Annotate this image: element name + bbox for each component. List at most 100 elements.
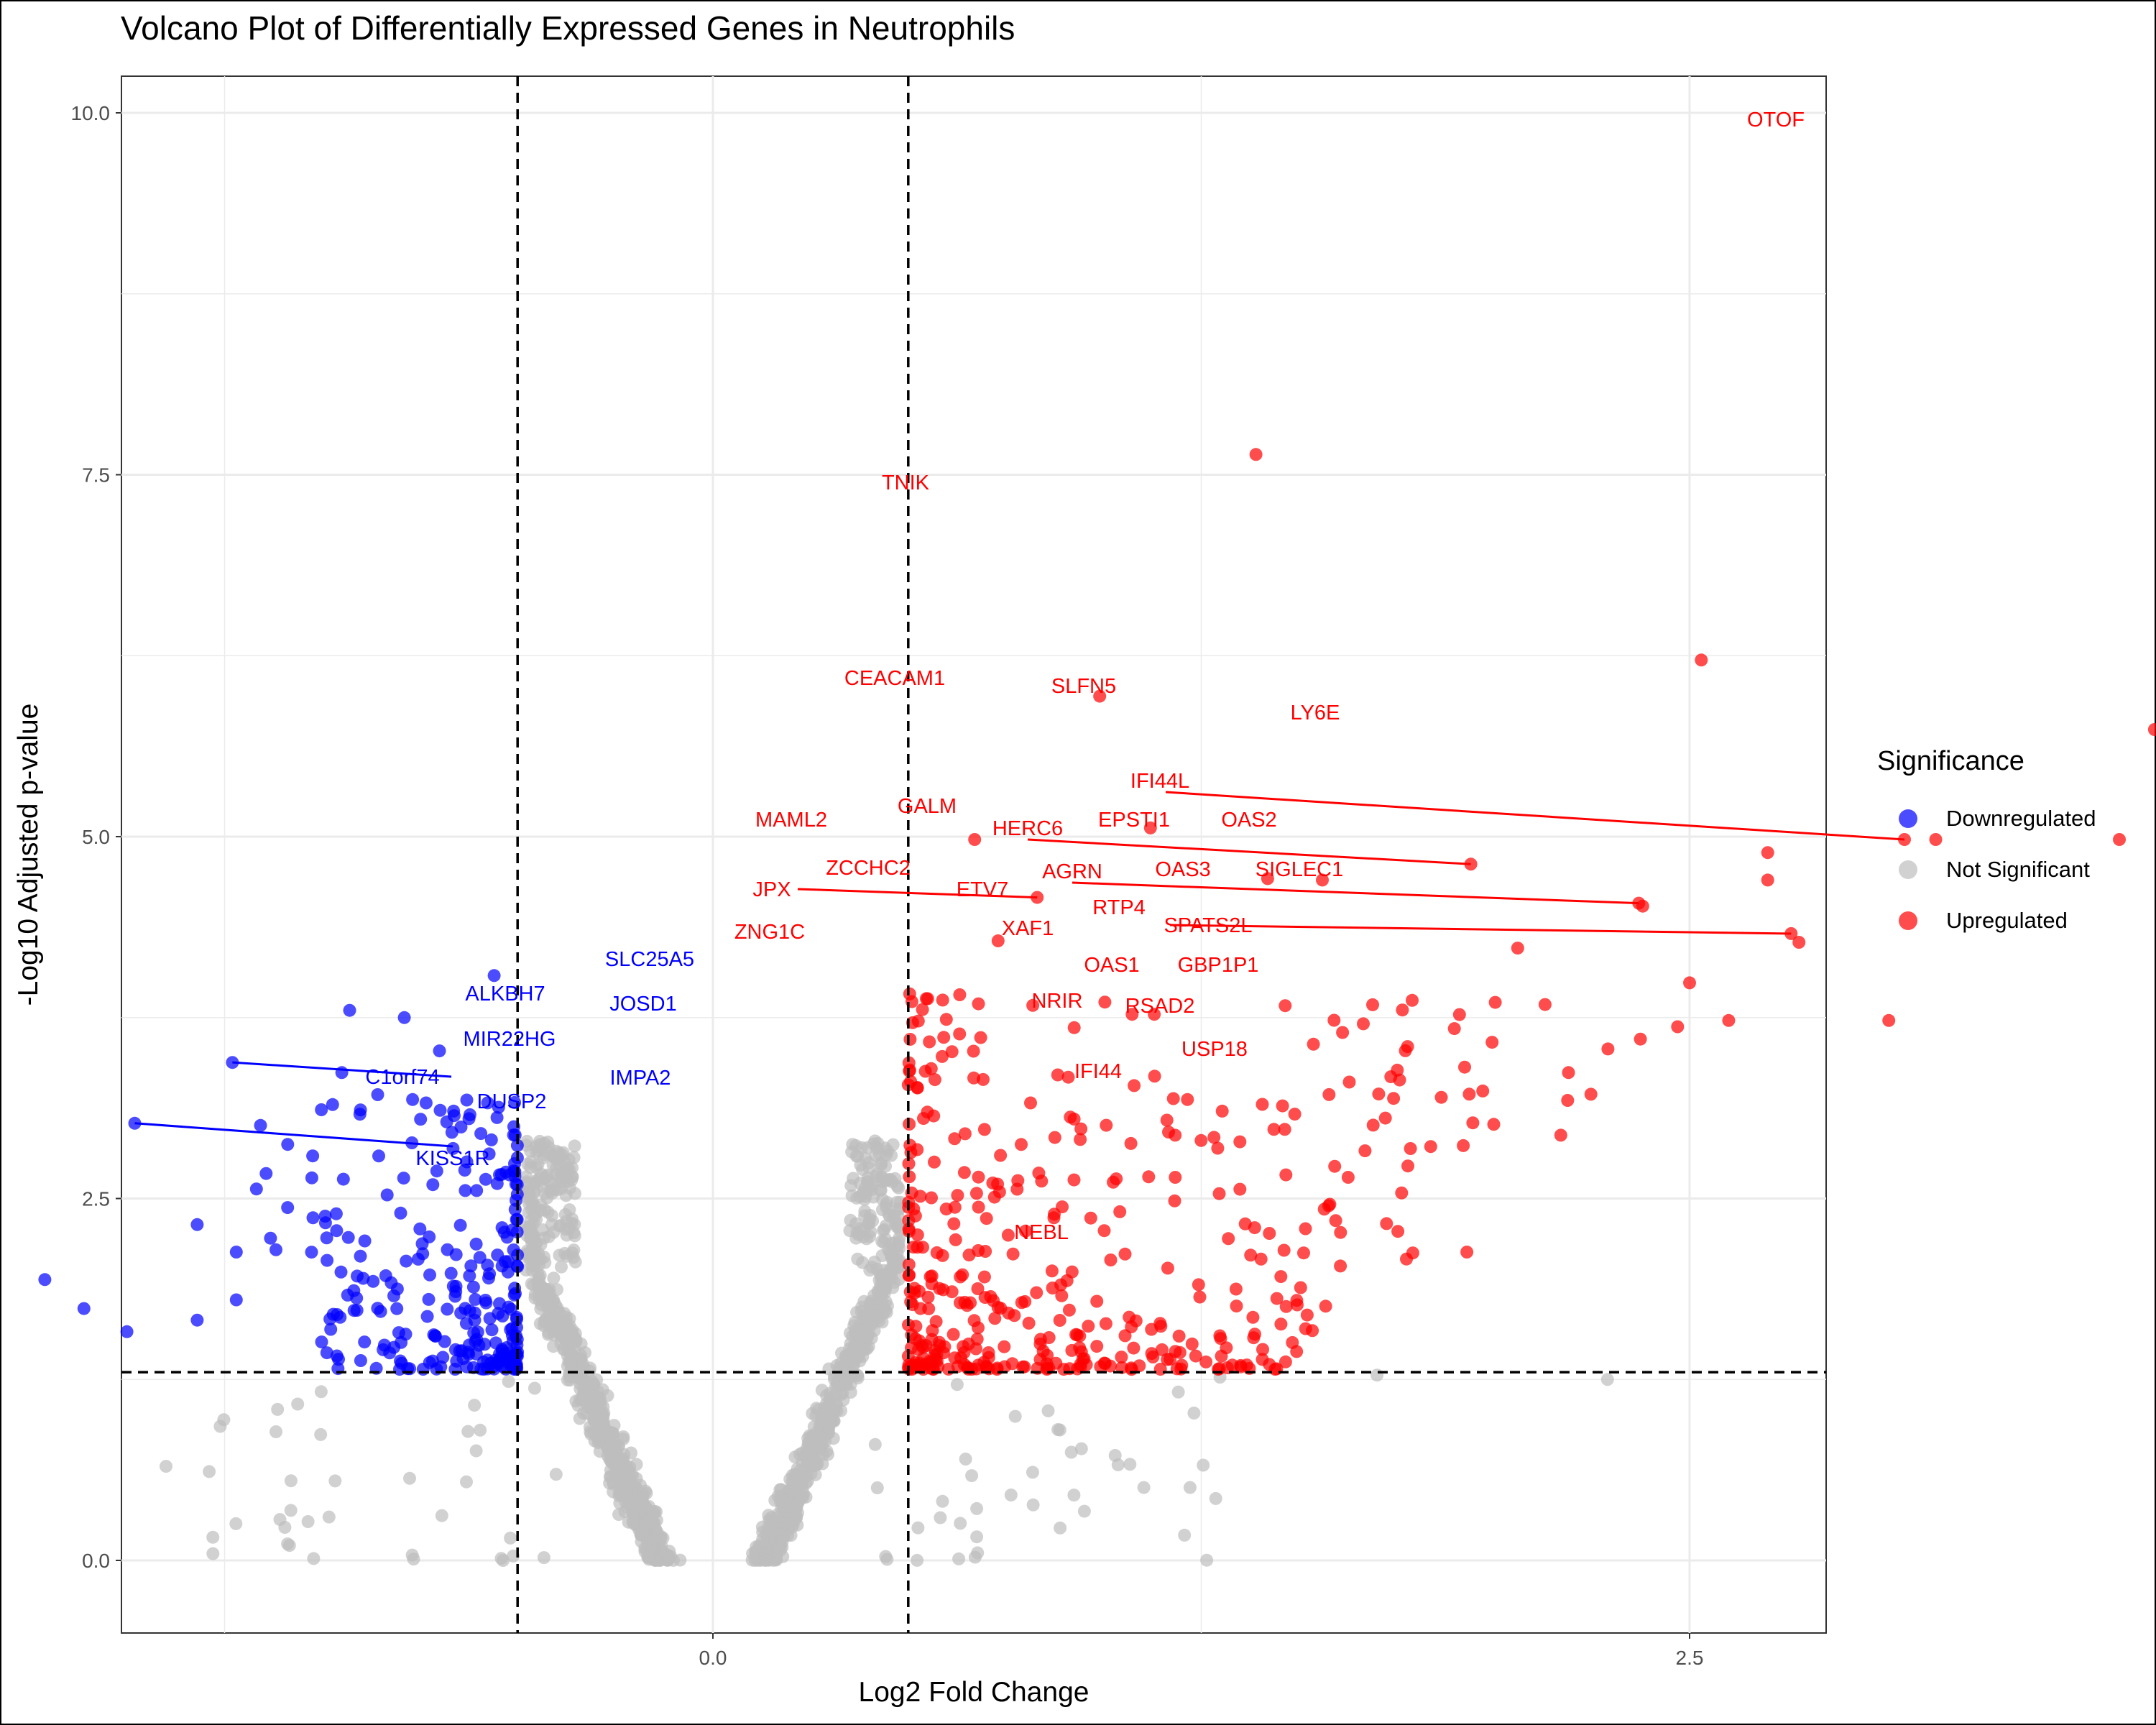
data-point-upregulated: [1395, 1186, 1409, 1200]
gene-label: GALM: [898, 795, 957, 818]
data-point-upregulated: [1113, 1205, 1127, 1218]
data-point-not-significant: [880, 1148, 893, 1162]
data-point-upregulated: [1175, 1358, 1189, 1372]
data-point-upregulated: [1090, 1340, 1104, 1353]
data-point-not-significant: [328, 1474, 342, 1488]
data-point-not-significant: [543, 1300, 556, 1314]
data-point-not-significant: [642, 1522, 655, 1535]
data-point-upregulated: [1358, 1144, 1372, 1158]
data-point-not-significant: [886, 1138, 900, 1151]
data-point-upregulated: [1065, 1265, 1079, 1279]
legend-key-downregulated: [1899, 809, 1917, 828]
data-point-upregulated: [1069, 1328, 1082, 1341]
data-point-upregulated: [1054, 1278, 1068, 1292]
data-point-downregulated: [390, 1302, 404, 1315]
data-point-not-significant: [528, 1381, 541, 1395]
data-point-downregulated: [426, 1178, 440, 1192]
data-point-upregulated: [1100, 1118, 1113, 1132]
data-point-not-significant: [554, 1327, 567, 1340]
gene-label: OTOF: [1747, 109, 1805, 132]
data-point-not-significant: [301, 1515, 315, 1528]
data-point-upregulated: [1098, 995, 1112, 1009]
data-point-not-significant: [547, 1340, 560, 1353]
data-point-not-significant: [786, 1468, 799, 1482]
data-point-not-significant: [403, 1471, 416, 1485]
legend-key-not-significant: [1899, 860, 1917, 879]
data-point-not-significant: [1008, 1409, 1022, 1423]
data-point-not-significant: [1600, 1373, 1614, 1386]
data-point-not-significant: [567, 1151, 581, 1164]
data-point-downregulated: [354, 1354, 367, 1367]
data-point-upregulated: [1466, 1116, 1480, 1130]
data-point-not-significant: [851, 1371, 865, 1385]
data-point-downregulated: [334, 1265, 348, 1279]
gene-label: ZCCHC2: [826, 857, 911, 880]
gene-label: NRIR: [1032, 990, 1083, 1013]
data-point-not-significant: [1197, 1458, 1210, 1472]
gene-label: SLC25A5: [605, 948, 694, 971]
data-point-not-significant: [1074, 1442, 1088, 1455]
data-point-downregulated: [321, 1254, 334, 1267]
data-point-not-significant: [567, 1243, 581, 1257]
data-point-upregulated: [1212, 1187, 1226, 1200]
data-point-not-significant: [1026, 1498, 1040, 1512]
data-point-downregulated: [354, 1103, 367, 1117]
data-point-upregulated: [972, 997, 985, 1011]
data-point-upregulated: [1290, 1294, 1304, 1307]
data-point-downregulated: [343, 1003, 356, 1017]
data-point-upregulated: [957, 1340, 970, 1353]
data-point-downregulated: [416, 1247, 430, 1261]
data-point-upregulated: [945, 1045, 959, 1059]
legend-label: Not Significant: [1946, 856, 2090, 882]
legend-item-downregulated: Downregulated: [1877, 793, 2096, 844]
data-point-upregulated: [1424, 1140, 1437, 1154]
data-point-downregulated: [358, 1234, 372, 1248]
data-point-downregulated: [406, 1092, 420, 1106]
data-point-not-significant: [801, 1456, 814, 1470]
data-point-not-significant: [203, 1465, 216, 1478]
gene-label: HERC6: [992, 817, 1063, 840]
x-tick-label: 0.0: [699, 1647, 727, 1669]
data-point-not-significant: [527, 1216, 540, 1230]
data-point-upregulated: [972, 1321, 985, 1335]
data-point-not-significant: [278, 1521, 292, 1534]
data-point-not-significant: [206, 1530, 220, 1544]
data-point-not-significant: [494, 1552, 508, 1565]
gene-label: RSAD2: [1125, 995, 1195, 1018]
data-point-downregulated: [482, 1147, 496, 1161]
data-point-not-significant: [549, 1468, 563, 1481]
data-point-not-significant: [550, 1162, 563, 1174]
data-point-downregulated: [416, 1363, 430, 1376]
y-tick-label: 10.0: [71, 102, 111, 124]
y-tick-label: 0.0: [82, 1550, 110, 1572]
gene-label: OAS2: [1221, 809, 1276, 832]
data-point-upregulated: [1074, 1133, 1087, 1146]
data-point-upregulated: [924, 1062, 938, 1075]
data-point-not-significant: [823, 1394, 837, 1407]
data-point-downregulated: [506, 1334, 520, 1348]
data-point-upregulated: [946, 1328, 960, 1341]
data-point-downregulated: [447, 1109, 461, 1123]
data-point-upregulated: [1030, 1286, 1044, 1300]
data-point-upregulated: [933, 1282, 946, 1295]
data-point-upregulated: [969, 1187, 983, 1200]
data-point-not-significant: [1123, 1458, 1137, 1471]
data-point-downregulated: [270, 1243, 282, 1256]
data-point-downregulated: [507, 1288, 521, 1302]
data-point-not-significant: [271, 1402, 285, 1416]
data-point-not-significant: [530, 1276, 544, 1289]
data-point-not-significant: [284, 1474, 298, 1488]
gene-label: NEBL: [1014, 1221, 1069, 1244]
data-point-upregulated: [1181, 1092, 1194, 1106]
data-point-downregulated: [397, 1011, 411, 1024]
data-point-upregulated: [1562, 1066, 1575, 1080]
data-point-upregulated: [1378, 1111, 1392, 1125]
data-point-not-significant: [1171, 1385, 1185, 1399]
data-point-upregulated: [1124, 1136, 1138, 1150]
data-point-upregulated: [903, 987, 916, 1000]
data-point-upregulated: [1194, 1133, 1208, 1147]
data-point-upregulated: [1160, 1113, 1174, 1127]
data-point-not-significant: [1370, 1368, 1384, 1382]
data-point-upregulated: [1115, 1361, 1129, 1374]
axes: -2.50.02.55.00.02.55.07.510.0: [71, 102, 1704, 1669]
